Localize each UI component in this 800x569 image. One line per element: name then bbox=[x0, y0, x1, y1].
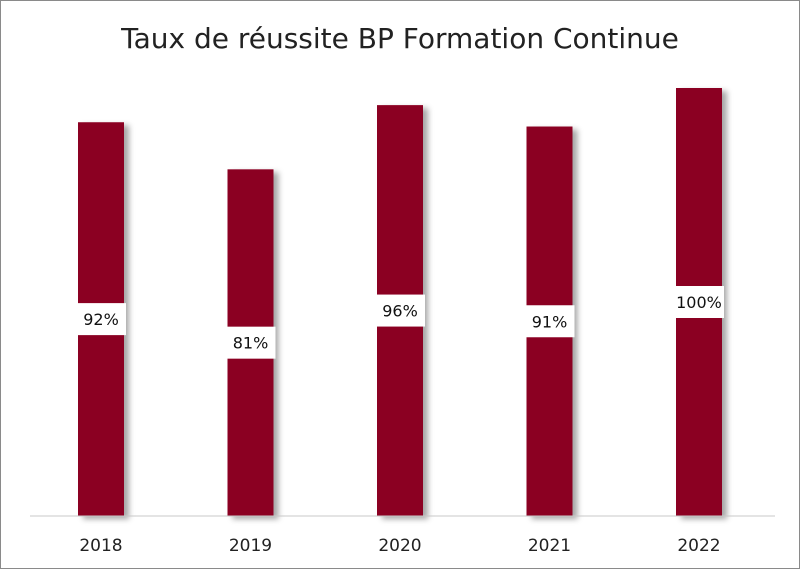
data-label-box-2018 bbox=[76, 303, 126, 336]
data-label-box-2020 bbox=[375, 294, 425, 327]
data-label-2020: 96% bbox=[382, 302, 418, 321]
data-label-box-2019 bbox=[225, 326, 276, 359]
data-label-2021: 91% bbox=[532, 312, 568, 331]
data-label-box-2021 bbox=[524, 305, 575, 338]
x-tick-label-2022: 2022 bbox=[677, 536, 720, 556]
data-label-2019: 81% bbox=[233, 334, 269, 353]
x-tick-label-2019: 2019 bbox=[229, 536, 272, 556]
data-label-2018: 92% bbox=[83, 310, 119, 329]
data-label-box-2022 bbox=[674, 286, 724, 318]
chart-title: Taux de réussite BP Formation Continue bbox=[121, 22, 679, 55]
x-tick-label-2020: 2020 bbox=[378, 536, 421, 556]
x-tick-label-2018: 2018 bbox=[79, 536, 122, 556]
data-label-2022: 100% bbox=[676, 293, 722, 312]
x-tick-label-2021: 2021 bbox=[528, 536, 571, 556]
